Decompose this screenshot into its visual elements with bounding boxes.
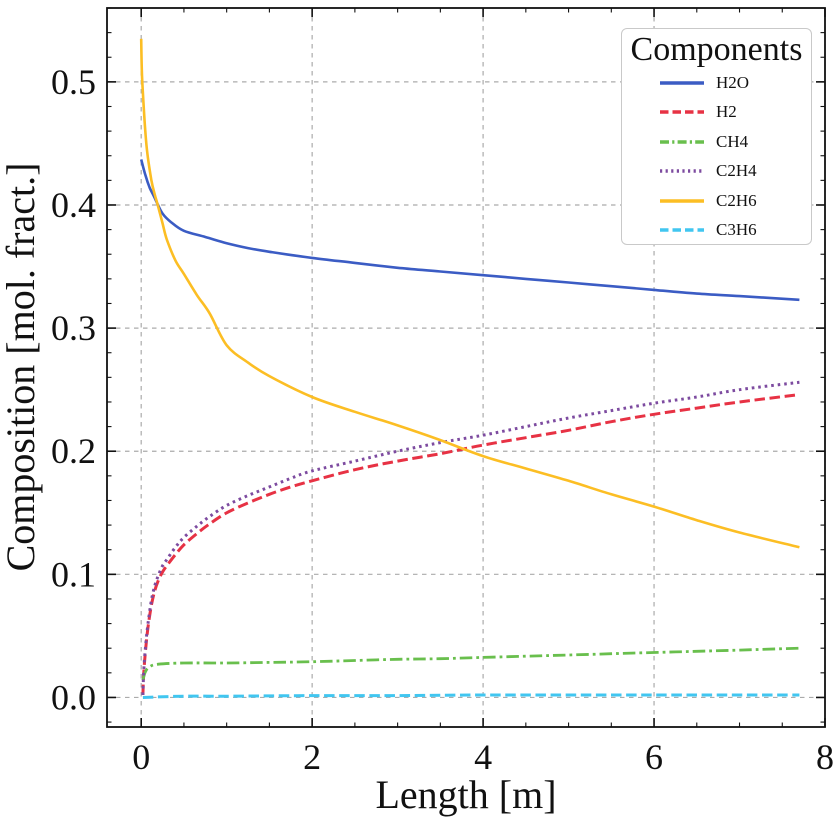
curve-c2h6 <box>139 38 800 549</box>
plot-frame <box>106 7 826 728</box>
legend-items: H2O H2 CH4 C2H4 C2H6 C3H6 <box>622 68 811 245</box>
legend-line-sample-c3h6 <box>660 228 704 232</box>
curves <box>139 38 800 699</box>
legend-item-label: H2O <box>716 72 750 92</box>
legend-line-sample-c2h6 <box>660 199 704 203</box>
x-tick-label-4: 4 <box>474 737 492 777</box>
tick-labels: 0 2 4 6 8 0.0 0.1 0.2 0.3 0.4 0.5 <box>51 62 834 777</box>
legend-item-h2o: H2O <box>622 68 811 98</box>
x-axis-label: Length [m] <box>375 772 556 817</box>
x-tick-label-8: 8 <box>816 737 834 777</box>
legend: Components H2O H2 CH4 C2H4 C2H6 C3H6 <box>621 28 812 245</box>
legend-item-c3h6: C3H6 <box>622 216 811 245</box>
legend-line-sample-c2h4 <box>660 169 704 173</box>
y-tick-label-0.0: 0.0 <box>51 677 96 717</box>
curve-c3h6 <box>142 693 800 699</box>
axes <box>106 7 826 728</box>
y-tick-label-0.5: 0.5 <box>51 62 96 102</box>
legend-item-h2: H2 <box>622 98 811 128</box>
x-tick-label-2: 2 <box>303 737 321 777</box>
legend-item-label: C2H4 <box>716 161 757 181</box>
legend-line-sample-h2 <box>660 110 704 114</box>
legend-item-label: CH4 <box>716 131 749 151</box>
y-tick-label-0.1: 0.1 <box>51 554 96 594</box>
curve-c2h4 <box>141 380 800 696</box>
y-tick-label-0.3: 0.3 <box>51 308 96 348</box>
y-axis-label: Composition [mol. fract.] <box>0 163 43 572</box>
y-tick-label-0.2: 0.2 <box>51 431 96 471</box>
curve-ch4 <box>141 646 800 681</box>
curve-h2 <box>141 393 800 696</box>
legend-item-label: C2H6 <box>716 190 757 210</box>
legend-item-label: C3H6 <box>716 220 757 240</box>
legend-item-c2h6: C2H6 <box>622 186 811 216</box>
legend-item-c2h4: C2H4 <box>622 157 811 187</box>
legend-line-sample-h2o <box>660 81 704 85</box>
x-tick-label-0: 0 <box>132 737 150 777</box>
legend-item-label: H2 <box>716 102 737 122</box>
y-tick-label-0.4: 0.4 <box>51 185 96 225</box>
legend-line-sample-ch4 <box>660 140 704 144</box>
x-tick-label-6: 6 <box>645 737 663 777</box>
legend-title: Components <box>630 31 803 68</box>
legend-item-ch4: CH4 <box>622 127 811 157</box>
